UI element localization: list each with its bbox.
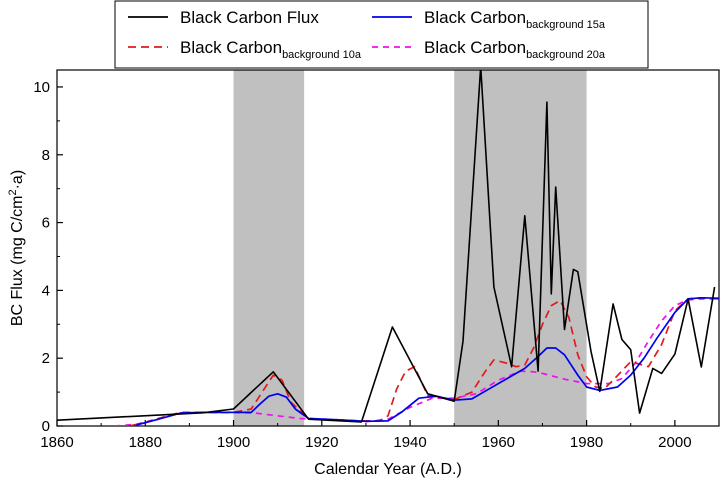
series-lines [57,70,719,426]
series-line [136,296,719,426]
y-tick-label: 10 [33,79,50,96]
y-tick-label: 6 [42,215,50,232]
y-axis-title-main: BC Flux (mg C/cm [9,196,26,327]
y-axis-title-tail: ·a) [9,170,26,190]
y-axis-title: BC Flux (mg C/cm2·a) [7,170,26,326]
legend-label: Black Carbonbackground 10a [180,38,362,61]
x-tick-label: 1940 [393,434,426,451]
x-tick-label: 1880 [129,434,162,451]
x-axis: 1860 1880 1900 1920 1940 1960 1980 2000 [40,420,692,451]
shaded-period [454,70,587,426]
legend-box [114,0,649,69]
series-line [131,296,719,426]
legend: Black Carbon Flux Black Carbonbackground … [114,0,649,69]
legend-label: Black Carbonbackground 20a [424,38,606,61]
series-line [57,70,716,423]
legend-label: Black Carbonbackground 15a [424,8,606,31]
x-tick-label: 1960 [482,434,515,451]
x-tick-label: 1860 [40,434,73,451]
y-tick-label: 8 [42,147,50,164]
plot-frame [56,69,720,427]
y-tick-label: 0 [42,418,50,435]
y-axis: 0 2 4 6 8 10 [33,79,63,435]
shaded-period [233,70,305,426]
x-tick-label: 1980 [570,434,603,451]
x-tick-label: 2000 [658,434,691,451]
x-tick-label: 1900 [217,434,250,451]
series-line [114,298,719,426]
y-axis-title-sup: 2 [7,189,19,195]
x-axis-title: Calendar Year (A.D.) [314,461,462,478]
y-tick-label: 4 [42,282,50,299]
x-tick-label: 1920 [305,434,338,451]
legend-label: Black Carbon Flux [180,8,319,27]
y-tick-label: 2 [42,350,50,367]
legend-items: Black Carbon Flux Black Carbonbackground … [128,8,606,61]
